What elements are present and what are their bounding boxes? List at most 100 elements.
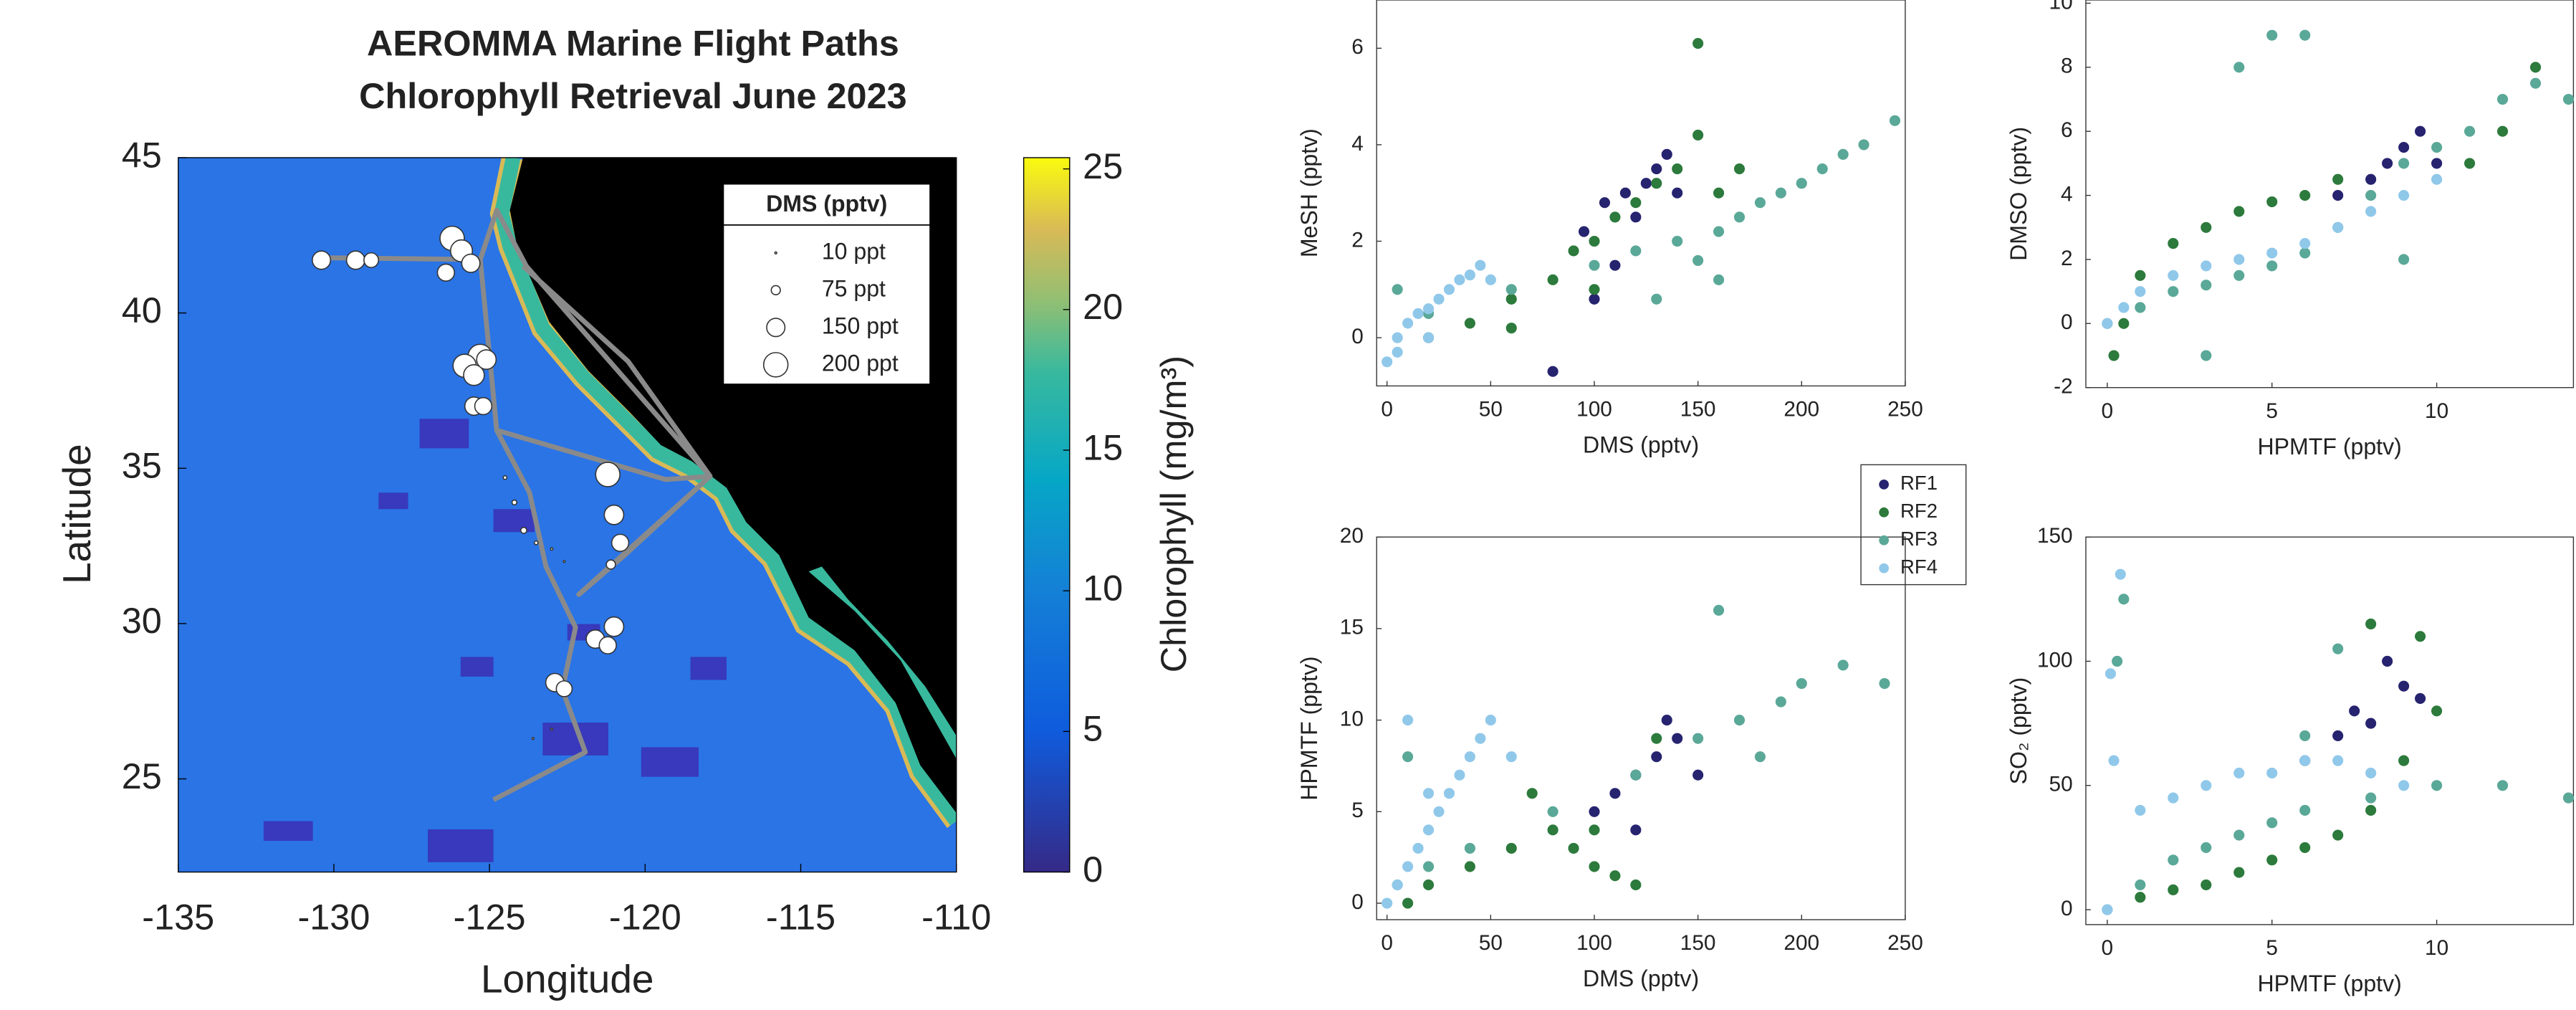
- scatter-point: [1589, 235, 1600, 247]
- y-tick-label: 10: [2049, 0, 2073, 14]
- scatter-point: [2299, 755, 2311, 766]
- x-tick-label: -125: [454, 896, 526, 937]
- scatter-point: [2201, 280, 2212, 291]
- dms-point: [603, 504, 625, 525]
- legend-marker: [1879, 507, 1890, 518]
- scatter-point: [2562, 93, 2575, 105]
- scatter-point: [2266, 196, 2278, 208]
- scatter-point: [2168, 238, 2179, 249]
- scatter-point: [2398, 680, 2410, 692]
- colorbar-tick-label: 5: [1083, 708, 1103, 749]
- y-tick-label: 20: [1340, 524, 1364, 548]
- scatter-point: [1475, 259, 1486, 271]
- scatter-point: [2529, 62, 2542, 73]
- scatter-point: [1568, 245, 1579, 257]
- scatter-point: [1858, 139, 1869, 151]
- x-tick-label: 0: [1381, 398, 1393, 421]
- x-tick-label: 250: [1887, 398, 1923, 421]
- scatter-point: [2431, 141, 2443, 153]
- scatter-point: [2108, 755, 2120, 766]
- legend-label: 150 ppt: [822, 313, 899, 338]
- scatter-point: [1692, 769, 1704, 781]
- y-axis-label: SO₂ (pptv): [2006, 677, 2031, 785]
- scatter-point: [1402, 715, 1414, 726]
- scatter-point: [2398, 158, 2410, 169]
- scatter-point: [2135, 892, 2146, 903]
- scatter-point: [1422, 332, 1435, 343]
- colorbar: [1023, 157, 1071, 873]
- scatter-point: [1630, 197, 1642, 209]
- scatter-point: [1630, 824, 1642, 836]
- scatter-point: [1547, 824, 1558, 836]
- y-tick-label: 25: [122, 756, 162, 796]
- scatter-point: [2299, 804, 2311, 816]
- scatter-point: [2398, 190, 2410, 201]
- scatter-point: [2233, 270, 2245, 281]
- scatter-point: [2431, 780, 2443, 791]
- scatter-point: [1454, 769, 1465, 781]
- scatter-point: [1651, 751, 1662, 763]
- x-tick-label: -115: [766, 896, 835, 937]
- x-axis-label: Longitude: [481, 957, 653, 1001]
- scatter-point: [2332, 755, 2344, 766]
- scatter-point: [1754, 197, 1766, 209]
- scatter-point: [1433, 806, 1445, 817]
- scatter-point: [2398, 780, 2410, 791]
- y-tick-label: 8: [2061, 54, 2073, 78]
- scatter-point: [1505, 293, 1517, 305]
- dms-point: [605, 559, 616, 570]
- scatter-point: [2365, 190, 2377, 201]
- scatter-point: [1661, 715, 1672, 726]
- scatter-point: [1464, 318, 1475, 329]
- scatter-point: [2112, 655, 2123, 667]
- dms-point: [436, 263, 455, 282]
- x-tick-label: 150: [1680, 398, 1716, 421]
- scatter-point: [1422, 303, 1435, 315]
- legend-marker: [1879, 563, 1890, 573]
- dms-point: [603, 616, 625, 637]
- scatter-point: [1589, 861, 1600, 872]
- scatter-point: [1672, 733, 1683, 744]
- scatter-point: [2332, 221, 2344, 233]
- y-axis-label: Latitude: [54, 444, 99, 584]
- scatter-point: [1402, 318, 1414, 329]
- scatter-point: [1837, 148, 1849, 160]
- y-tick-label: 15: [1340, 616, 1364, 639]
- dms-point: [550, 547, 554, 551]
- y-tick-label: 30: [122, 600, 162, 641]
- scatter-point: [1630, 769, 1642, 781]
- scatter-point: [1412, 308, 1424, 320]
- scatter-point: [2233, 767, 2245, 779]
- legend-label: RF4: [1900, 556, 1938, 578]
- scatter-point: [2431, 705, 2443, 717]
- colorbar-tick-label: 10: [1083, 567, 1123, 608]
- scatter-point: [2266, 817, 2278, 829]
- scatter-point: [1651, 293, 1662, 305]
- scatter-point: [1505, 751, 1517, 763]
- colorbar-tick-label: 25: [1083, 146, 1123, 186]
- y-tick-label: 35: [122, 445, 162, 486]
- x-tick-label: 5: [2266, 399, 2278, 423]
- colorbar-tick-label: 0: [1083, 849, 1103, 890]
- scatter-point: [2431, 158, 2443, 169]
- scatter-point: [1402, 751, 1414, 763]
- legend-marker: [1879, 479, 1890, 490]
- dms-point: [463, 364, 485, 386]
- scatter-point: [2299, 238, 2311, 249]
- x-tick-label: 200: [1783, 398, 1819, 421]
- scatter-point: [2496, 780, 2509, 791]
- chart-title: AEROMMA Marine Flight Paths: [367, 22, 899, 63]
- scatter-point: [1382, 356, 1393, 368]
- scatter-point: [1443, 788, 1455, 799]
- scatter-point: [2398, 755, 2410, 766]
- x-tick-label: 10: [2425, 936, 2448, 960]
- scatter-point: [1609, 259, 1621, 271]
- scatter-point: [1454, 274, 1465, 285]
- dms-point: [312, 250, 332, 270]
- scatter-point: [1692, 38, 1704, 49]
- scatter-point: [2365, 767, 2377, 779]
- scatter-point: [1816, 163, 1828, 175]
- scatter-point: [1464, 270, 1475, 281]
- scatter-point: [1589, 806, 1600, 817]
